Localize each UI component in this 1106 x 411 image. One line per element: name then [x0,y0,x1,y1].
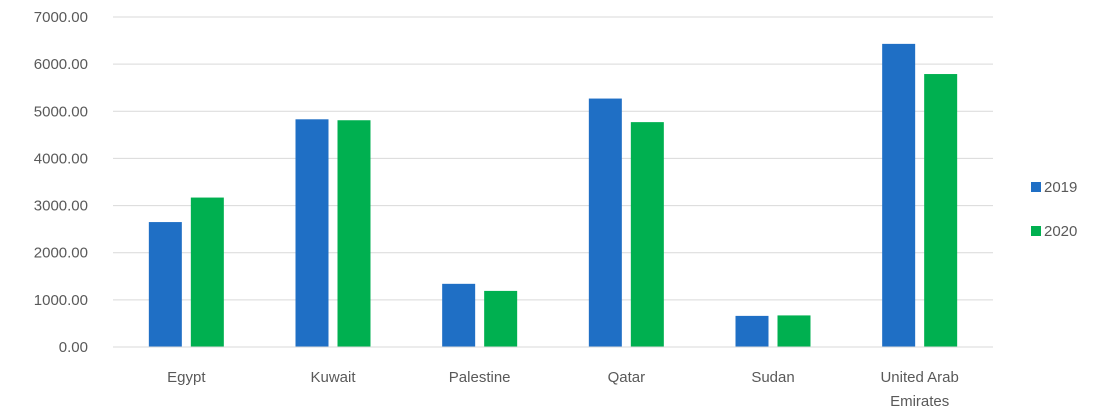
x-axis: Egypt Kuwait Palestine Qatar Sudan United Ara… [113,346,993,410]
x-tick-label: Egypt [167,369,206,386]
legend: 2019 2020 [1031,179,1077,240]
gridlines [113,16,993,348]
y-tick-label: 1000.00 [34,292,88,309]
x-tick-label: Palestine [449,369,511,386]
bar-2020-egypt [190,197,224,347]
y-axis: 0.00 1000.00 2000.00 3000.00 4000.00 5000.00 6… [34,9,88,356]
bar-2020-united-arab-emirates [924,74,958,348]
bar-2019-united-arab-emirates [882,43,916,347]
bar-2019-egypt [148,222,182,347]
x-tick-label: Sudan [751,369,794,386]
legend-label-2019: 2019 [1044,179,1077,196]
legend-swatch-2019 [1031,182,1041,192]
bar-2019-sudan [735,315,769,347]
y-tick-label: 5000.00 [34,103,88,120]
bars [148,43,958,348]
x-tick-label: Qatar [608,369,646,386]
legend-swatch-2020 [1031,226,1041,236]
legend-label-2020: 2020 [1044,223,1077,240]
bar-2020-palestine [484,290,518,347]
y-tick-label: 4000.00 [34,150,88,167]
x-tick-label: United Arab Emirates [880,369,958,410]
bar-2020-kuwait [337,120,371,347]
bar-2019-kuwait [295,119,329,347]
y-tick-label: 2000.00 [34,245,88,262]
bar-2019-palestine [442,283,476,347]
bar-2020-sudan [777,315,811,347]
y-tick-label: 0.00 [59,339,88,356]
x-tick-label: Kuwait [310,369,356,386]
y-tick-label: 6000.00 [34,56,88,73]
bar-2019-qatar [588,98,622,347]
y-tick-label: 3000.00 [34,198,88,215]
bar-2020-qatar [630,122,664,347]
y-tick-label: 7000.00 [34,9,88,26]
